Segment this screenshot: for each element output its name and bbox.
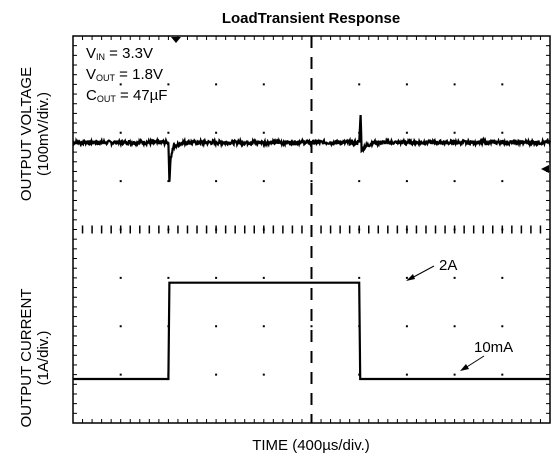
grid-dot bbox=[215, 325, 218, 328]
grid-dot bbox=[119, 180, 122, 183]
grid-dot bbox=[167, 276, 170, 279]
grid-dot bbox=[358, 276, 361, 279]
grid-dot bbox=[501, 131, 504, 134]
grid-dot bbox=[167, 83, 170, 86]
grid-dot bbox=[119, 131, 122, 134]
output-current-trace bbox=[73, 281, 550, 381]
grid-dot bbox=[310, 325, 313, 328]
vout-symbol: V bbox=[86, 66, 97, 83]
vout-condition: VOUT = 1.8V bbox=[86, 64, 163, 89]
arrow-10ma-head bbox=[460, 364, 469, 371]
grid-dot bbox=[262, 373, 265, 376]
grid-dot bbox=[119, 325, 122, 328]
x-axis-label: TIME (400µs/div.) bbox=[252, 437, 370, 454]
annotation-10ma: 10mA bbox=[474, 339, 513, 356]
grid-dot bbox=[262, 131, 265, 134]
annotation-2a: 2A bbox=[439, 257, 457, 274]
cout-symbol: C bbox=[86, 87, 97, 104]
vout-value: = 1.8V bbox=[115, 66, 163, 83]
grid-dot bbox=[215, 276, 218, 279]
grid-dot bbox=[453, 325, 456, 328]
cout-subscript: OUT bbox=[96, 94, 116, 104]
grid-dot bbox=[453, 83, 456, 86]
chart-title: LoadTransient Response bbox=[221, 10, 401, 27]
grid-dot bbox=[453, 131, 456, 134]
grid-dot bbox=[262, 83, 265, 86]
grid-dot bbox=[119, 276, 122, 279]
grid-dot bbox=[262, 180, 265, 183]
ground-marker bbox=[541, 165, 549, 173]
annotations: 2A 10mA bbox=[171, 37, 549, 371]
grid-dot bbox=[405, 180, 408, 183]
vin-value: = 3.3V bbox=[105, 45, 153, 62]
output-voltage-trace bbox=[72, 114, 552, 182]
grid-dot bbox=[405, 325, 408, 328]
grid-dot bbox=[501, 180, 504, 183]
grid-dot bbox=[262, 325, 265, 328]
grid-dot bbox=[358, 83, 361, 86]
traces bbox=[72, 114, 552, 381]
cout-condition: COUT = 47µF bbox=[86, 85, 167, 110]
grid-dot bbox=[119, 83, 122, 86]
grid-dot bbox=[215, 83, 218, 86]
grid-dot bbox=[501, 373, 504, 376]
vout-subscript: OUT bbox=[96, 73, 116, 83]
grid-dot bbox=[501, 83, 504, 86]
grid-dot bbox=[262, 276, 265, 279]
arrow-2a-head bbox=[406, 274, 415, 281]
vin-subscript: IN bbox=[96, 52, 106, 62]
grid-dot bbox=[405, 276, 408, 279]
grid-dot bbox=[358, 180, 361, 183]
grid bbox=[73, 36, 550, 423]
vin-symbol: V bbox=[86, 45, 97, 62]
vin-condition: VIN = 3.3V bbox=[86, 43, 153, 68]
grid-dot bbox=[405, 131, 408, 134]
grid-dot bbox=[453, 276, 456, 279]
trigger-marker bbox=[171, 37, 181, 43]
grid-dot bbox=[215, 373, 218, 376]
grid-dot bbox=[405, 373, 408, 376]
grid-dot bbox=[501, 325, 504, 328]
grid-dot bbox=[310, 131, 313, 134]
grid-dot bbox=[501, 276, 504, 279]
grid-dot bbox=[453, 180, 456, 183]
cout-value: = 47µF bbox=[115, 87, 168, 104]
grid-dot bbox=[119, 373, 122, 376]
grid-dot bbox=[167, 131, 170, 134]
grid-dot bbox=[405, 83, 408, 86]
grid-dot bbox=[310, 180, 313, 183]
grid-dot bbox=[453, 373, 456, 376]
grid-dot bbox=[215, 131, 218, 134]
grid-dot bbox=[215, 180, 218, 183]
